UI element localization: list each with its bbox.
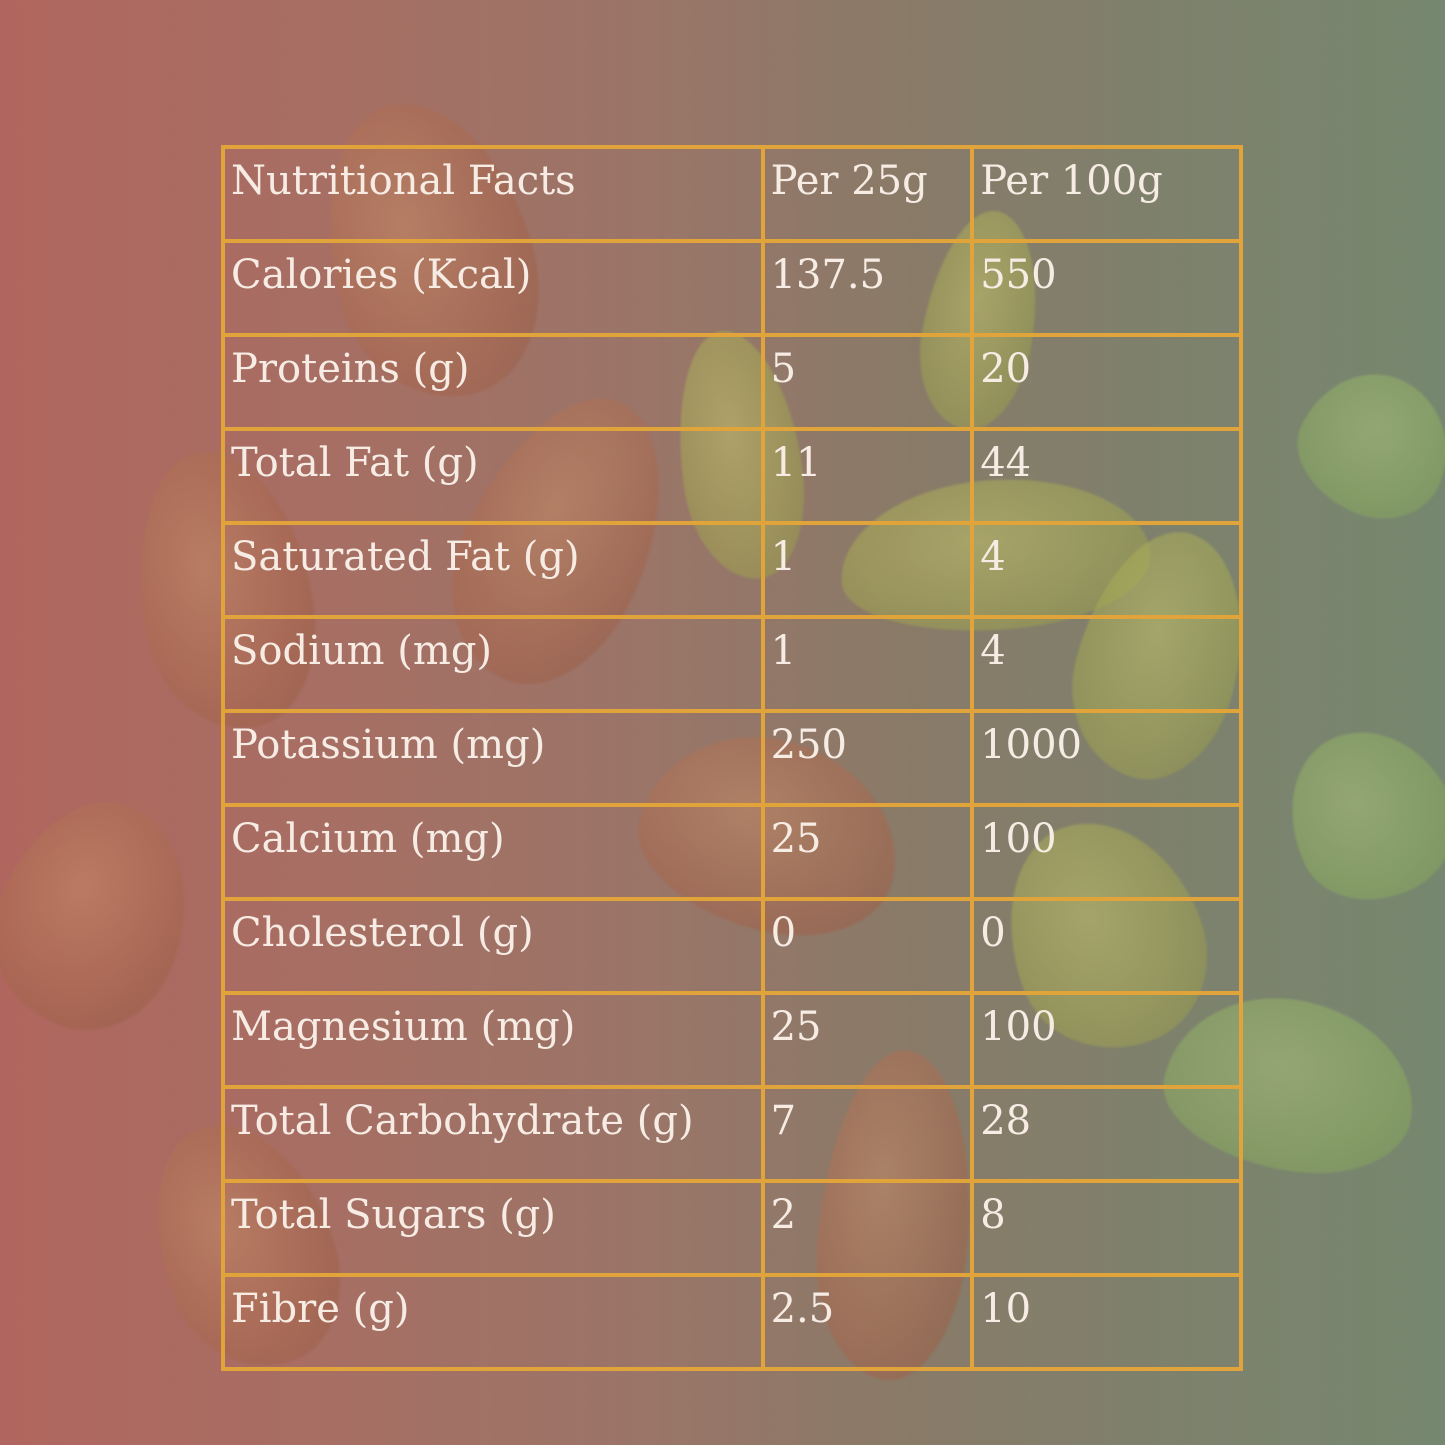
nutrient-label: Proteins (g) [221,333,765,431]
table-row: Cholesterol (g) 0 0 [221,897,1243,995]
value-per-25g: 2.5 [760,1273,975,1371]
nutrient-label: Calcium (mg) [221,803,765,901]
nutrient-label: Calories (Kcal) [221,239,765,337]
value-per-25g: 250 [760,709,975,807]
nutrient-label: Total Fat (g) [221,427,765,525]
value-per-25g: 11 [760,427,975,525]
table-row: Proteins (g) 5 20 [221,333,1243,431]
table-row: Sodium (mg) 1 4 [221,615,1243,713]
value-per-100g: 8 [970,1179,1243,1277]
value-per-100g: 4 [970,615,1243,713]
value-per-100g: 20 [970,333,1243,431]
value-per-100g: 1000 [970,709,1243,807]
value-per-100g: 10 [970,1273,1243,1371]
nutrient-label: Fibre (g) [221,1273,765,1371]
header-per-25g: Per 25g [760,145,975,243]
value-per-25g: 5 [760,333,975,431]
value-per-25g: 0 [760,897,975,995]
value-per-100g: 550 [970,239,1243,337]
value-per-100g: 4 [970,521,1243,619]
value-per-100g: 28 [970,1085,1243,1183]
nutrient-label: Sodium (mg) [221,615,765,713]
header-per-100g: Per 100g [970,145,1243,243]
value-per-25g: 25 [760,991,975,1089]
table-row: Magnesium (mg) 25 100 [221,991,1243,1089]
nutrient-label: Cholesterol (g) [221,897,765,995]
nutrient-label: Magnesium (mg) [221,991,765,1089]
value-per-25g: 1 [760,615,975,713]
value-per-100g: 100 [970,991,1243,1089]
table-row: Calories (Kcal) 137.5 550 [221,239,1243,337]
value-per-25g: 137.5 [760,239,975,337]
table-row: Potassium (mg) 250 1000 [221,709,1243,807]
table-row: Calcium (mg) 25 100 [221,803,1243,901]
table-row: Saturated Fat (g) 1 4 [221,521,1243,619]
pistachio-kernel-image [0,775,219,1055]
table-row: Total Sugars (g) 2 8 [221,1179,1243,1277]
value-per-25g: 2 [760,1179,975,1277]
value-per-100g: 44 [970,427,1243,525]
value-per-100g: 100 [970,803,1243,901]
table-row: Fibre (g) 2.5 10 [221,1273,1243,1371]
table-row: Total Fat (g) 11 44 [221,427,1243,525]
value-per-25g: 7 [760,1085,975,1183]
value-per-100g: 0 [970,897,1243,995]
nutrient-label: Potassium (mg) [221,709,765,807]
nutrient-label: Total Sugars (g) [221,1179,765,1277]
table-row: Total Carbohydrate (g) 7 28 [221,1085,1243,1183]
pistachio-kernel-image [1261,704,1445,926]
pistachio-kernel-image [1277,349,1445,541]
nutrient-label: Total Carbohydrate (g) [221,1085,765,1183]
nutrient-label: Saturated Fat (g) [221,521,765,619]
table-header-row: Nutritional Facts Per 25g Per 100g [221,145,1243,243]
nutrition-facts-table: Nutritional Facts Per 25g Per 100g Calor… [221,145,1243,1371]
value-per-25g: 1 [760,521,975,619]
value-per-25g: 25 [760,803,975,901]
header-nutritional-facts: Nutritional Facts [221,145,765,243]
